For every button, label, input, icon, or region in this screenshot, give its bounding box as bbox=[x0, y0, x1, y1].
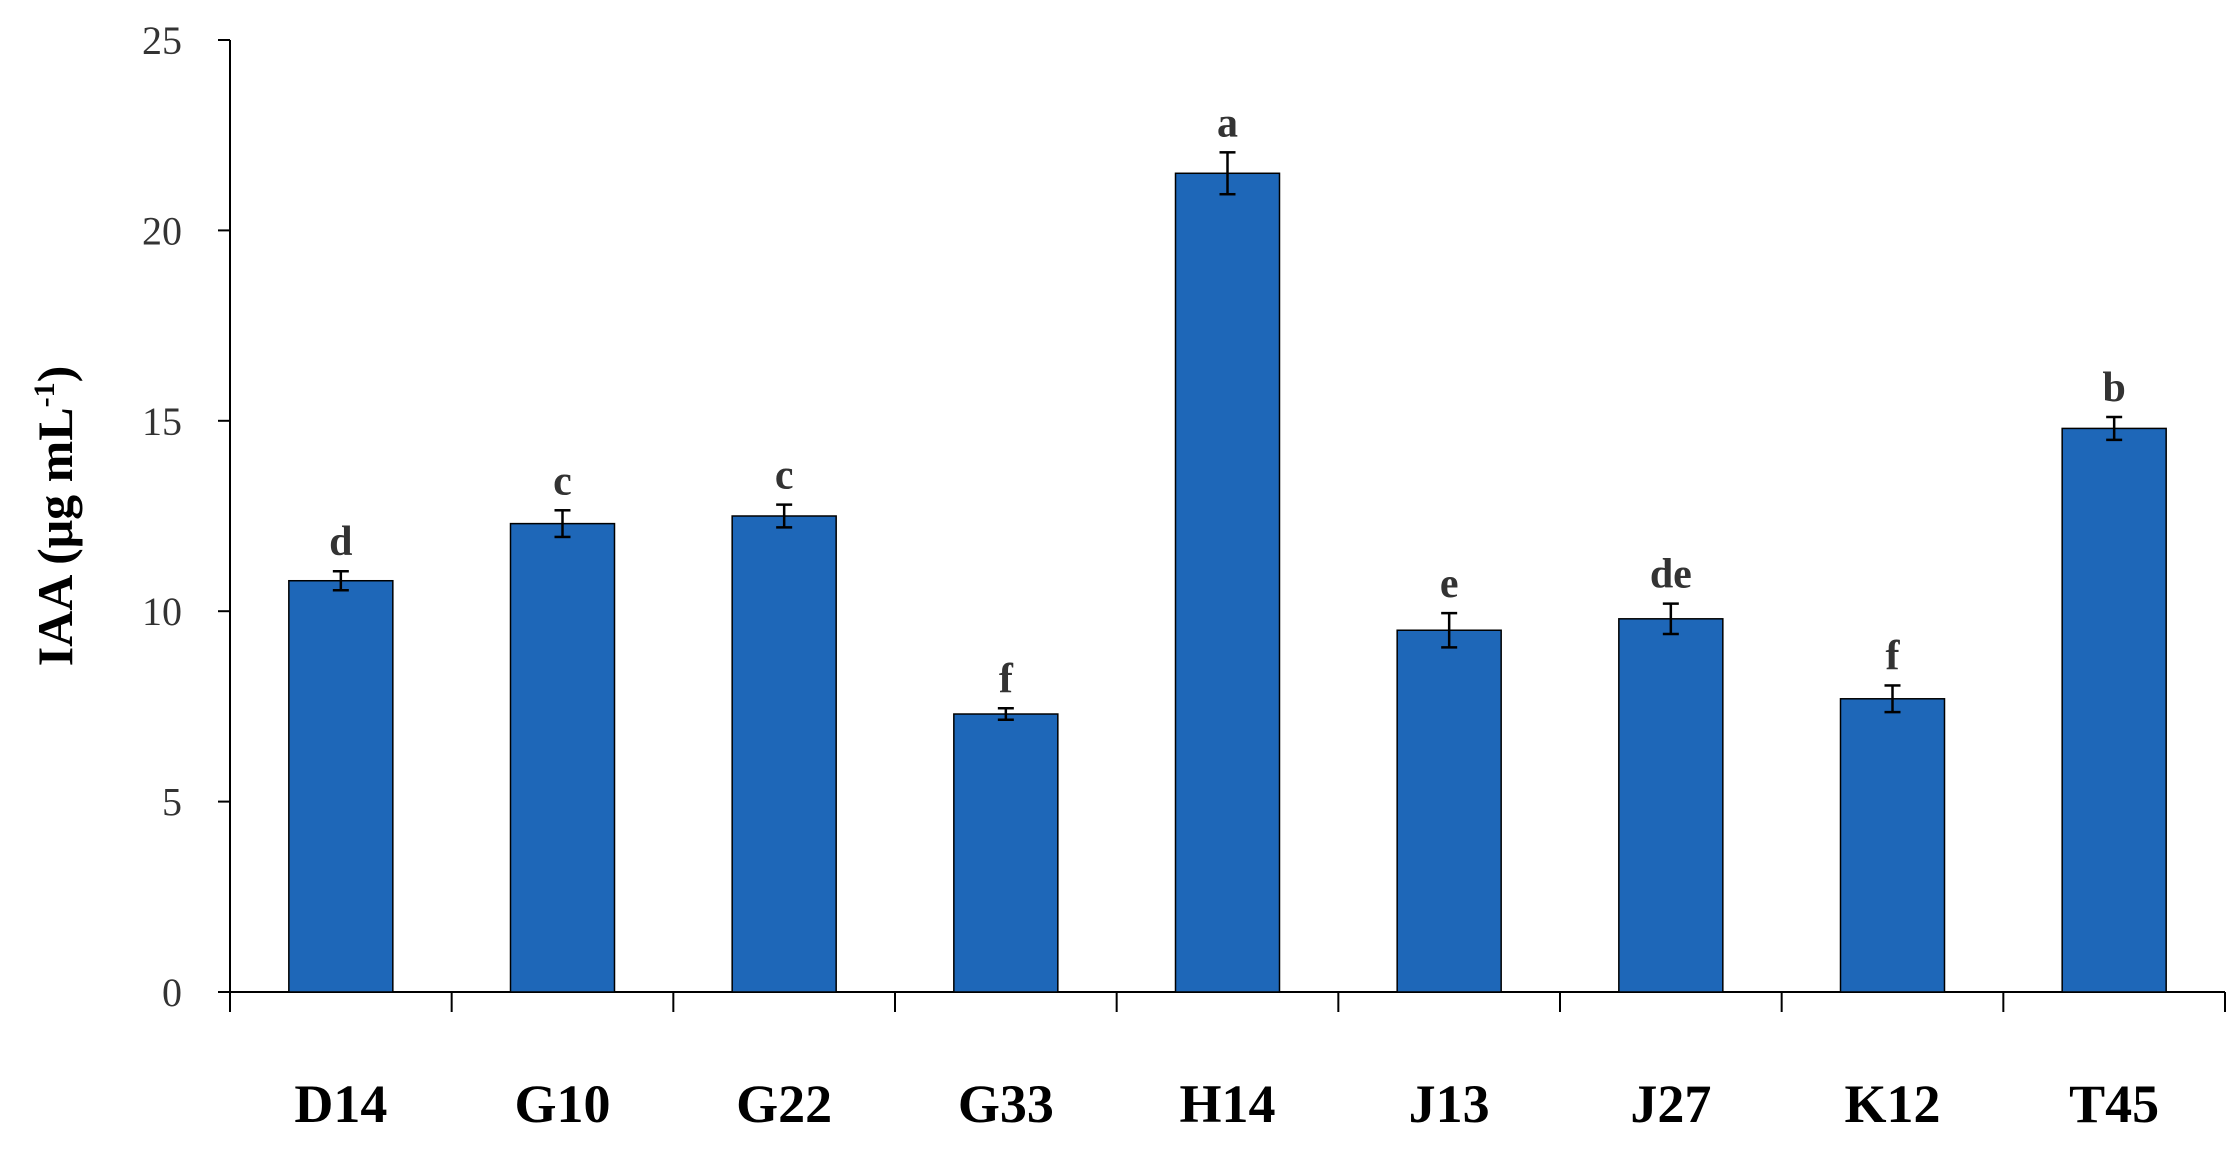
error-bar-j13 bbox=[1441, 611, 1458, 649]
y-axis-label: IAA (μg mL-1) bbox=[27, 366, 83, 667]
error-bar-t45 bbox=[2106, 415, 2123, 442]
x-category-label-t45: T45 bbox=[2069, 1074, 2159, 1134]
bar-g33 bbox=[953, 713, 1059, 993]
y-tick-label: 0 bbox=[162, 970, 182, 1015]
significance-labels: d c c f a e de f b bbox=[329, 100, 2126, 702]
significance-label-t45: b bbox=[2102, 365, 2125, 411]
significance-label-d14: d bbox=[329, 519, 352, 565]
bar-t45 bbox=[2061, 427, 2167, 993]
x-category-label-d14: D14 bbox=[294, 1074, 387, 1134]
x-category-label-g33: G33 bbox=[958, 1074, 1054, 1134]
bar-g10 bbox=[509, 522, 616, 993]
y-tick-label: 10 bbox=[142, 589, 182, 634]
error-bar-g33 bbox=[997, 707, 1014, 721]
significance-label-g33: f bbox=[999, 656, 1014, 702]
significance-label-g10: c bbox=[553, 458, 572, 504]
y-tick-label: 15 bbox=[142, 399, 182, 444]
error-bar-d14 bbox=[332, 569, 349, 592]
y-ticks: 0 5 10 15 20 25 bbox=[142, 18, 230, 1015]
error-bar-k12 bbox=[1884, 684, 1901, 714]
x-category-label-j27: J27 bbox=[1630, 1074, 1711, 1134]
y-tick-label: 25 bbox=[142, 18, 182, 63]
significance-label-j13: e bbox=[1440, 561, 1459, 607]
x-ticks bbox=[229, 992, 2226, 1012]
x-category-label-j13: J13 bbox=[1409, 1074, 1490, 1134]
significance-label-j27: de bbox=[1650, 552, 1692, 598]
x-category-label-k12: K12 bbox=[1844, 1074, 1940, 1134]
error-bar-h14 bbox=[1219, 151, 1236, 196]
y-tick-label: 5 bbox=[162, 780, 182, 825]
bar-k12 bbox=[1839, 698, 1946, 993]
bar-g22 bbox=[731, 515, 837, 993]
x-category-label-g10: G10 bbox=[514, 1074, 610, 1134]
x-category-label-g22: G22 bbox=[736, 1074, 832, 1134]
y-axis-label-main: IAA (μg mL bbox=[27, 407, 83, 666]
bars bbox=[288, 172, 2167, 993]
significance-label-k12: f bbox=[1886, 633, 1901, 679]
y-axis-label-suffix: ) bbox=[27, 366, 83, 383]
error-bar-j27 bbox=[1662, 602, 1679, 636]
error-bars bbox=[332, 151, 2123, 721]
bar-j27 bbox=[1618, 618, 1724, 993]
bar-d14 bbox=[288, 579, 394, 993]
error-bar-g22 bbox=[776, 503, 793, 529]
significance-label-h14: a bbox=[1217, 100, 1238, 146]
error-bar-g10 bbox=[554, 509, 571, 539]
y-axis-label-superscript: -1 bbox=[28, 382, 61, 407]
x-category-label-h14: H14 bbox=[1179, 1074, 1275, 1134]
bar-j13 bbox=[1396, 629, 1502, 993]
significance-label-g22: c bbox=[775, 453, 794, 499]
bar-h14 bbox=[1174, 172, 1281, 993]
y-tick-label: 20 bbox=[142, 208, 182, 253]
x-category-labels: D14 G10 G22 G33 H14 J13 J27 K12 T45 bbox=[294, 1074, 2159, 1134]
